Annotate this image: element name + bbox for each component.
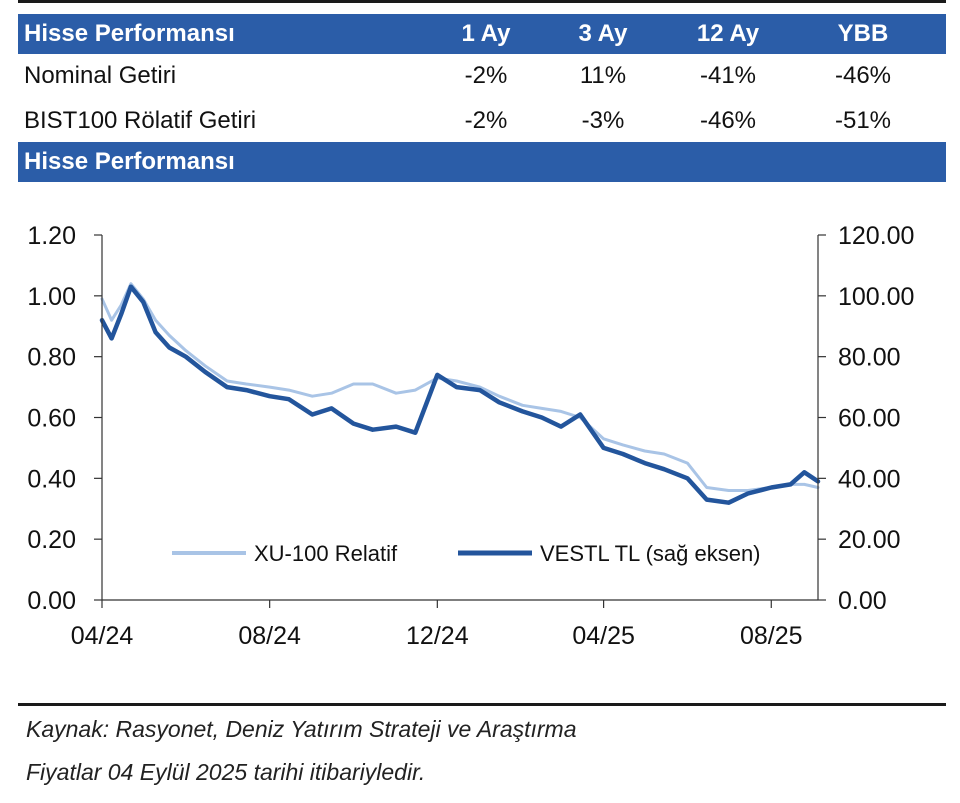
- top-rule: [18, 0, 946, 3]
- y-right-tick-label: 80.00: [838, 344, 901, 372]
- x-tick-label: 08/24: [238, 622, 301, 650]
- row-value: -3%: [581, 107, 625, 134]
- y-right-tick-label: 100.00: [838, 283, 914, 311]
- y-left-tick-label: 0.20: [27, 526, 76, 554]
- table-row-relative: BIST100 Rölatif Getiri -2% -3% -46% -51%: [18, 99, 946, 143]
- date-note: Fiyatlar 04 Eylül 2025 tarihi itibariyle…: [26, 759, 426, 785]
- header-1m: 1 Ay: [461, 20, 511, 47]
- chart-legend: XU-100 Relatif VESTL TL (sağ eksen): [172, 541, 761, 566]
- y-left-tick-label: 1.00: [27, 283, 76, 311]
- y-right-tick-label: 20.00: [838, 526, 901, 554]
- row-label: Nominal Getiri: [24, 62, 177, 89]
- x-tick-label: 04/25: [572, 622, 635, 650]
- legend-label-price: VESTL TL (sağ eksen): [540, 541, 761, 566]
- section-title: Hisse Performansı: [24, 148, 235, 175]
- header-ytd: YBB: [837, 20, 889, 47]
- x-tick-label: 04/24: [71, 622, 134, 650]
- row-value: -41%: [699, 62, 757, 89]
- performance-table-header: Hisse Performansı 1 Ay 3 Ay 12 Ay YBB: [18, 14, 946, 54]
- row-value: -46%: [699, 107, 757, 134]
- row-value: 11%: [579, 62, 627, 89]
- header-title: Hisse Performansı: [24, 20, 235, 47]
- row-label: BIST100 Rölatif Getiri: [24, 107, 257, 134]
- source-line: Kaynak: Rasyonet, Deniz Yatırım Strateji…: [26, 716, 577, 742]
- row-value: -46%: [834, 62, 892, 89]
- legend-label-relative: XU-100 Relatif: [254, 541, 398, 566]
- x-tick-label: 08/25: [740, 622, 803, 650]
- row-value: -2%: [464, 107, 508, 134]
- y-right-tick-label: 40.00: [838, 465, 901, 493]
- bottom-rule: [18, 703, 946, 706]
- header-3m: 3 Ay: [578, 20, 628, 47]
- series-vestl-price: [99, 284, 821, 505]
- y-left-tick-label: 0.00: [27, 587, 76, 615]
- table-row-nominal: Nominal Getiri -2% 11% -41% -46%: [18, 54, 946, 98]
- y-right-tick-label: 0.00: [838, 587, 887, 615]
- section-header: Hisse Performansı: [18, 142, 946, 182]
- y-left-tick-label: 0.40: [27, 465, 76, 493]
- y-right-tick-label: 60.00: [838, 405, 901, 433]
- performance-chart: 0.00 0.20 0.40 0.60 0.80 1.00 1.20 0.00 20.00 40.…: [27, 222, 914, 650]
- row-value: -51%: [834, 107, 892, 134]
- y-left-tick-label: 0.80: [27, 344, 76, 372]
- x-tick-label: 12/24: [406, 622, 469, 650]
- y-right-tick-label: 120.00: [838, 222, 914, 250]
- header-12m: 12 Ay: [696, 20, 760, 47]
- y-left-tick-label: 1.20: [27, 222, 76, 250]
- y-left-tick-label: 0.60: [27, 405, 76, 433]
- row-value: -2%: [464, 62, 508, 89]
